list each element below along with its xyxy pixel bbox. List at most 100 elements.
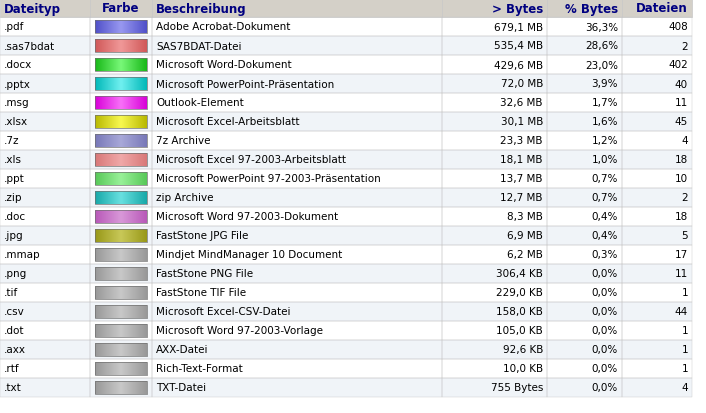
Bar <box>95 306 147 318</box>
Bar <box>547 207 622 226</box>
Bar <box>442 151 547 170</box>
Bar <box>95 382 147 394</box>
Text: 11: 11 <box>675 269 688 279</box>
Bar <box>442 359 547 378</box>
Bar <box>622 0 692 18</box>
Text: 92,6 KB: 92,6 KB <box>503 345 543 355</box>
Bar <box>442 170 547 189</box>
Text: Adobe Acrobat-Dokument: Adobe Acrobat-Dokument <box>156 22 290 33</box>
Bar <box>547 37 622 56</box>
Bar <box>0 264 692 283</box>
Bar <box>442 321 547 340</box>
Bar <box>152 18 442 37</box>
Text: 158,0 KB: 158,0 KB <box>496 307 543 317</box>
Text: 40: 40 <box>675 79 688 89</box>
Text: 679,1 MB: 679,1 MB <box>494 22 543 33</box>
Text: zip Archive: zip Archive <box>156 193 213 203</box>
Bar <box>622 18 692 37</box>
Text: 0,0%: 0,0% <box>592 363 618 374</box>
Bar <box>547 340 622 359</box>
Text: 10: 10 <box>675 174 688 184</box>
Bar <box>152 321 442 340</box>
Bar <box>90 302 152 321</box>
Bar <box>90 132 152 151</box>
Text: Microsoft Excel-CSV-Datei: Microsoft Excel-CSV-Datei <box>156 307 290 317</box>
Bar <box>0 340 90 359</box>
Bar <box>0 170 692 189</box>
Bar <box>95 268 147 280</box>
Text: Microsoft Excel-Arbeitsblatt: Microsoft Excel-Arbeitsblatt <box>156 117 299 127</box>
Bar <box>547 302 622 321</box>
Bar <box>547 321 622 340</box>
Bar <box>622 75 692 94</box>
Text: Mindjet MindManager 10 Document: Mindjet MindManager 10 Document <box>156 250 342 260</box>
Bar <box>547 94 622 113</box>
Bar <box>442 283 547 302</box>
Bar <box>152 56 442 75</box>
Text: 1: 1 <box>681 363 688 374</box>
Bar <box>442 132 547 151</box>
Text: 3,9%: 3,9% <box>592 79 618 89</box>
Bar <box>622 94 692 113</box>
Text: .sas7bdat: .sas7bdat <box>4 41 55 51</box>
Text: 2: 2 <box>681 41 688 51</box>
Text: FastStone PNG File: FastStone PNG File <box>156 269 253 279</box>
Bar <box>95 154 147 166</box>
Text: 229,0 KB: 229,0 KB <box>496 288 543 298</box>
Text: 72,0 MB: 72,0 MB <box>501 79 543 89</box>
Bar <box>0 321 692 340</box>
Bar <box>442 189 547 207</box>
Text: 1,6%: 1,6% <box>592 117 618 127</box>
Bar <box>0 94 692 113</box>
Bar <box>0 94 90 113</box>
Bar <box>547 189 622 207</box>
Bar <box>547 245 622 264</box>
Bar <box>0 113 90 132</box>
Bar <box>152 378 442 397</box>
Bar <box>547 283 622 302</box>
Text: 535,4 MB: 535,4 MB <box>494 41 543 51</box>
Text: FastStone TIF File: FastStone TIF File <box>156 288 246 298</box>
Bar <box>0 378 90 397</box>
Bar <box>152 170 442 189</box>
Text: .tif: .tif <box>4 288 18 298</box>
Bar <box>0 340 692 359</box>
Bar <box>0 132 692 151</box>
Bar <box>622 132 692 151</box>
Text: 0,0%: 0,0% <box>592 307 618 317</box>
Bar <box>95 230 147 242</box>
Bar <box>547 170 622 189</box>
Bar <box>0 226 692 245</box>
Text: .axx: .axx <box>4 345 26 355</box>
Text: 18,1 MB: 18,1 MB <box>501 155 543 165</box>
Text: 1: 1 <box>681 345 688 355</box>
Bar <box>0 321 90 340</box>
Bar <box>442 340 547 359</box>
Text: 755 Bytes: 755 Bytes <box>491 382 543 392</box>
Text: 32,6 MB: 32,6 MB <box>501 98 543 108</box>
Bar <box>152 75 442 94</box>
Bar <box>547 226 622 245</box>
Text: 11: 11 <box>675 98 688 108</box>
Bar <box>152 113 442 132</box>
Bar <box>0 18 90 37</box>
Text: FastStone JPG File: FastStone JPG File <box>156 231 249 241</box>
Text: 17: 17 <box>675 250 688 260</box>
Text: Farbe: Farbe <box>102 2 140 15</box>
Bar <box>95 59 147 71</box>
Text: .txt: .txt <box>4 382 22 392</box>
Text: .pdf: .pdf <box>4 22 25 33</box>
Bar <box>152 340 442 359</box>
Text: 429,6 MB: 429,6 MB <box>494 60 543 70</box>
Text: 402: 402 <box>669 60 688 70</box>
Bar <box>622 321 692 340</box>
Text: 0,0%: 0,0% <box>592 345 618 355</box>
Bar <box>90 283 152 302</box>
Text: AXX-Datei: AXX-Datei <box>156 345 208 355</box>
Bar <box>442 37 547 56</box>
Bar <box>152 151 442 170</box>
Bar <box>90 321 152 340</box>
Bar <box>0 151 90 170</box>
Text: .dot: .dot <box>4 326 25 336</box>
Bar <box>622 359 692 378</box>
